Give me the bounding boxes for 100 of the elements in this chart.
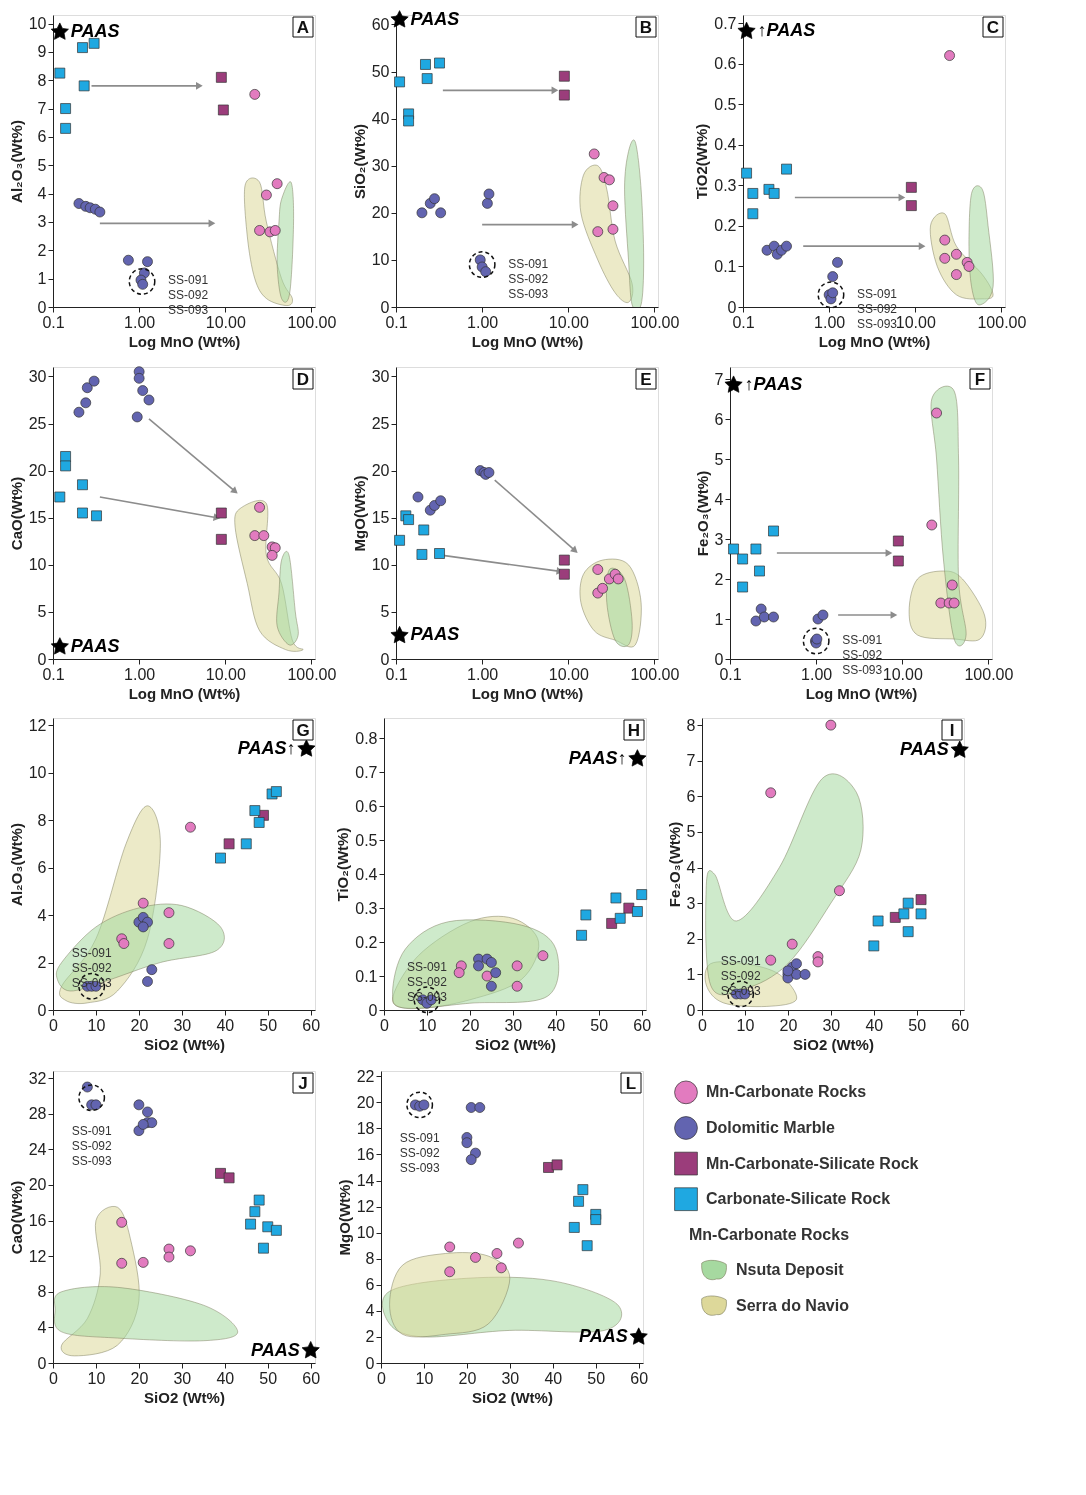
x-tick-label: 0	[698, 1016, 708, 1034]
y-tick-label: 20	[371, 462, 390, 480]
y-tick-label: 0.6	[355, 797, 378, 815]
y-tick-label: 18	[356, 1119, 375, 1137]
y-tick-label: 2	[37, 954, 47, 972]
y-tick-label: 1	[686, 965, 696, 983]
y-tick-label: 1	[714, 610, 724, 628]
x-axis-title: SiO2 (Wt%)	[144, 1035, 225, 1053]
chart-title: B	[639, 18, 653, 37]
legend-label: Serra do Navio	[736, 1297, 850, 1315]
y-tick-label: 6	[365, 1276, 375, 1294]
x-tick-label: 60	[630, 1369, 649, 1387]
y-tick-label: 6	[37, 859, 47, 877]
x-tick-label: 10	[736, 1016, 755, 1034]
x-tick-label: 50	[259, 1016, 278, 1034]
chart-title: C	[986, 18, 1000, 37]
y-tick-label: 7	[714, 370, 724, 388]
series-label: PAAS	[70, 21, 120, 42]
y-tick-label: 5	[37, 156, 47, 174]
y-tick-label: 20	[28, 462, 47, 480]
y-tick-label: 0.8	[355, 729, 378, 747]
x-tick-label: 100.00	[964, 665, 1014, 683]
x-tick-label: 40	[544, 1369, 563, 1387]
y-tick-label: 0	[380, 298, 390, 316]
chart-title: L	[625, 1074, 637, 1093]
y-tick-label: 5	[37, 603, 47, 621]
annotation: SS-091 SS-092 SS-093	[508, 256, 549, 301]
y-tick-label: 0	[37, 1001, 47, 1019]
legend-label: Nsuta Deposit	[736, 1261, 845, 1279]
y-tick-label: 9	[37, 43, 47, 61]
x-tick-label: 0	[49, 1016, 59, 1034]
x-axis-title: Log MnO (Wt%)	[818, 332, 931, 350]
x-tick-label: 60	[302, 1369, 321, 1387]
x-tick-label: 30	[822, 1016, 841, 1034]
x-tick-label: 40	[216, 1369, 235, 1387]
annotation: SS-091 SS-092 SS-093	[71, 1123, 112, 1168]
x-tick-label: 60	[302, 1016, 321, 1034]
y-axis-title: Al₂O₃(Wt%)	[7, 823, 25, 906]
x-tick-label: 20	[779, 1016, 798, 1034]
x-tick-label: 30	[173, 1369, 192, 1387]
legend-title: Mn-Carbonate Rocks	[689, 1225, 850, 1243]
x-tick-label: 40	[865, 1016, 884, 1034]
y-axis-title: SiO₂(Wt%)	[350, 124, 368, 199]
y-tick-label: 5	[714, 450, 724, 468]
y-tick-label: 0.5	[714, 95, 737, 113]
y-tick-label: 12	[28, 1247, 47, 1265]
y-tick-label: 5	[686, 823, 696, 841]
series-label: PAAS	[410, 624, 460, 645]
y-tick-label: 0.4	[355, 865, 378, 883]
y-tick-label: 5	[380, 603, 390, 621]
series-label: PAAS	[579, 1325, 628, 1346]
y-tick-label: 3	[37, 213, 47, 231]
x-axis-title: Log MnO (Wt%)	[128, 332, 241, 350]
y-tick-label: 8	[37, 811, 47, 829]
chart-title: G	[296, 721, 310, 740]
y-axis-title: CaO(Wt%)	[7, 1180, 25, 1255]
x-tick-label: 100.00	[287, 665, 337, 683]
x-tick-label: 1.00	[814, 313, 846, 331]
y-tick-label: 4	[714, 490, 724, 508]
y-tick-label: 22	[356, 1067, 375, 1085]
y-tick-label: 0	[727, 298, 737, 316]
y-tick-label: 4	[37, 906, 47, 924]
x-tick-label: 50	[908, 1016, 927, 1034]
x-tick-label: 50	[259, 1369, 278, 1387]
x-axis-title: Log MnO (Wt%)	[471, 684, 584, 702]
y-tick-label: 15	[28, 509, 47, 527]
series-label: PAAS	[251, 1339, 300, 1360]
y-tick-label: 0.7	[714, 14, 737, 32]
chart-title: F	[974, 370, 986, 389]
x-tick-label: 0.1	[732, 313, 755, 331]
y-tick-label: 0	[380, 650, 390, 668]
y-tick-label: 0	[365, 1354, 375, 1372]
y-tick-label: 0.4	[714, 136, 737, 154]
y-tick-label: 0	[686, 1001, 696, 1019]
x-axis-title: Log MnO (Wt%)	[471, 332, 584, 350]
y-tick-label: 0	[368, 1001, 378, 1019]
y-tick-label: 14	[356, 1172, 375, 1189]
y-tick-label: 10	[28, 556, 47, 574]
y-axis-title: Al₂O₃(Wt%)	[7, 120, 25, 203]
y-tick-label: 30	[371, 367, 390, 385]
y-tick-label: 40	[371, 110, 390, 128]
y-tick-label: 6	[714, 410, 724, 428]
y-axis-title: MgO(Wt%)	[350, 475, 368, 552]
y-tick-label: 3	[714, 530, 724, 548]
x-axis-title: SiO2 (Wt%)	[793, 1035, 874, 1053]
chart-title: D	[296, 370, 310, 389]
x-tick-label: 100.00	[630, 665, 680, 683]
x-tick-label: 20	[458, 1369, 477, 1387]
annotation: SS-091 SS-092 SS-093	[842, 633, 883, 677]
x-tick-label: 10.00	[548, 313, 589, 331]
y-tick-label: 4	[365, 1302, 375, 1320]
x-tick-label: 10.00	[548, 665, 589, 683]
x-tick-label: 1.00	[467, 665, 499, 683]
x-tick-label: 20	[130, 1016, 149, 1034]
legend-label: Dolomitic Marble	[706, 1118, 836, 1136]
y-tick-label: 8	[37, 1283, 47, 1301]
x-tick-label: 1.00	[124, 313, 156, 331]
y-tick-label: 0.1	[355, 967, 378, 985]
legend-label: Mn-Carbonate-Silicate Rock	[706, 1154, 919, 1172]
y-tick-label: 50	[371, 63, 390, 81]
